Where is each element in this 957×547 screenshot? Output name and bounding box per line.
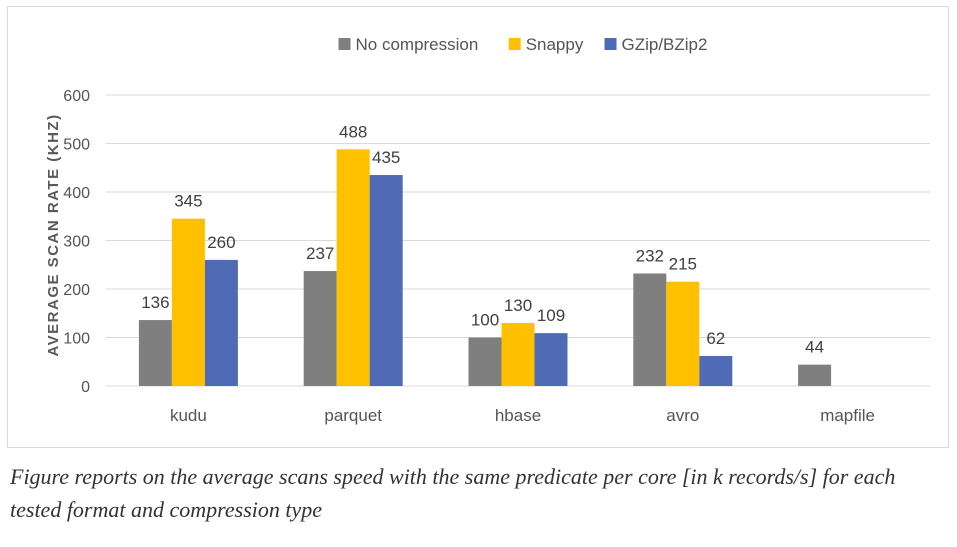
y-tick-label: 0 <box>81 379 90 396</box>
legend-label: GZip/BZip2 <box>622 35 708 54</box>
category-label: mapfile <box>820 406 875 425</box>
y-tick-label: 300 <box>63 234 90 251</box>
bar-snappy-avro <box>666 281 700 386</box>
data-label: 488 <box>339 122 367 141</box>
data-label: 100 <box>471 311 499 330</box>
data-labels: 136 345 260 237 488 435 100 130 109 232 215 62 44 <box>141 122 824 356</box>
bar-snappy-kudu <box>171 218 205 386</box>
y-axis-ticks: 0 100 200 300 400 500 600 <box>63 88 90 396</box>
legend-swatch <box>508 38 521 50</box>
gridlines <box>106 94 930 387</box>
y-tick-label: 500 <box>63 137 90 154</box>
data-label: 62 <box>706 329 725 348</box>
bars <box>138 149 832 386</box>
data-label: 109 <box>537 306 565 325</box>
data-label: 260 <box>207 233 235 252</box>
bar-no-compression-mapfile <box>798 364 832 386</box>
data-label: 232 <box>636 246 664 265</box>
legend-label: No compression <box>356 35 479 54</box>
y-tick-label: 400 <box>63 185 90 202</box>
data-label: 237 <box>306 244 334 263</box>
bar-no-compression-parquet <box>303 271 337 386</box>
figure-caption: Figure reports on the average scans spee… <box>10 464 896 522</box>
legend-item: GZip/BZip2 <box>604 35 708 54</box>
category-label: hbase <box>495 406 541 425</box>
data-label: 435 <box>372 148 400 167</box>
legend-swatch <box>338 38 351 50</box>
legend: No compression Snappy GZip/BZip2 <box>338 35 708 54</box>
bar-snappy-hbase <box>501 322 535 386</box>
x-axis-categories: kudu parquet hbase avro mapfile <box>170 406 875 425</box>
bar-no-compression-avro <box>633 273 667 386</box>
bar-gzip-bzip2-avro <box>699 355 733 386</box>
legend-item: No compression <box>338 35 479 54</box>
y-tick-label: 100 <box>63 331 90 348</box>
data-label: 44 <box>805 338 824 357</box>
bar-gzip-bzip2-kudu <box>204 259 238 386</box>
data-label: 130 <box>504 296 532 315</box>
category-label: avro <box>666 406 699 425</box>
bar-snappy-parquet <box>336 149 370 386</box>
y-axis-label: AVERAGE SCAN RATE (KHZ) <box>45 113 62 356</box>
data-label: 215 <box>669 255 697 274</box>
chart-frame: 0 100 200 300 400 500 600 136 345 260 237 488 435 10… <box>7 6 949 448</box>
data-label: 345 <box>174 192 202 211</box>
bar-chart: 0 100 200 300 400 500 600 136 345 260 237 488 435 10… <box>45 35 930 425</box>
category-label: parquet <box>324 406 382 425</box>
legend-item: Snappy <box>508 35 584 54</box>
legend-label: Snappy <box>526 35 584 54</box>
bar-gzip-bzip2-hbase <box>534 333 568 386</box>
y-tick-label: 600 <box>63 88 90 105</box>
legend-swatch <box>604 38 617 50</box>
bar-gzip-bzip2-parquet <box>369 175 403 386</box>
data-label: 136 <box>141 293 169 312</box>
y-tick-label: 200 <box>63 282 90 299</box>
category-label: kudu <box>170 406 207 425</box>
bar-no-compression-kudu <box>138 320 172 386</box>
bar-no-compression-hbase <box>468 337 502 386</box>
